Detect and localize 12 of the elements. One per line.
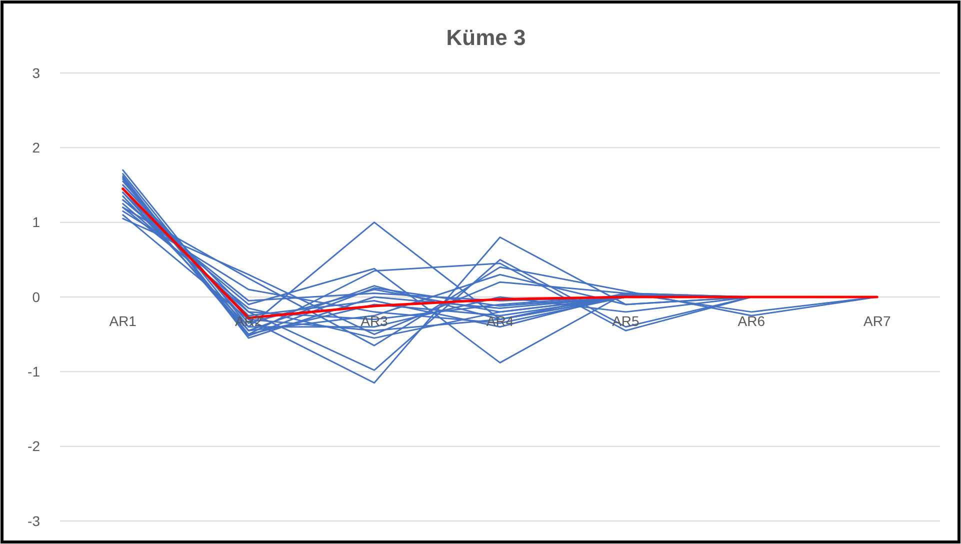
y-tick-label: 1 <box>32 214 40 230</box>
x-tick-label: AR6 <box>738 313 766 329</box>
x-tick-label: AR4 <box>486 313 514 329</box>
x-tick-label: AR1 <box>109 313 137 329</box>
y-tick-label: -1 <box>28 364 40 380</box>
y-tick-label: -3 <box>28 512 40 529</box>
y-tick-label: -2 <box>28 438 40 454</box>
y-tick-label: 0 <box>32 288 40 305</box>
chart-title: Küme 3 <box>446 25 526 50</box>
y-tick-label: 2 <box>32 140 40 156</box>
y-tick-label: 3 <box>32 64 40 81</box>
x-tick-label: AR7 <box>864 313 891 329</box>
